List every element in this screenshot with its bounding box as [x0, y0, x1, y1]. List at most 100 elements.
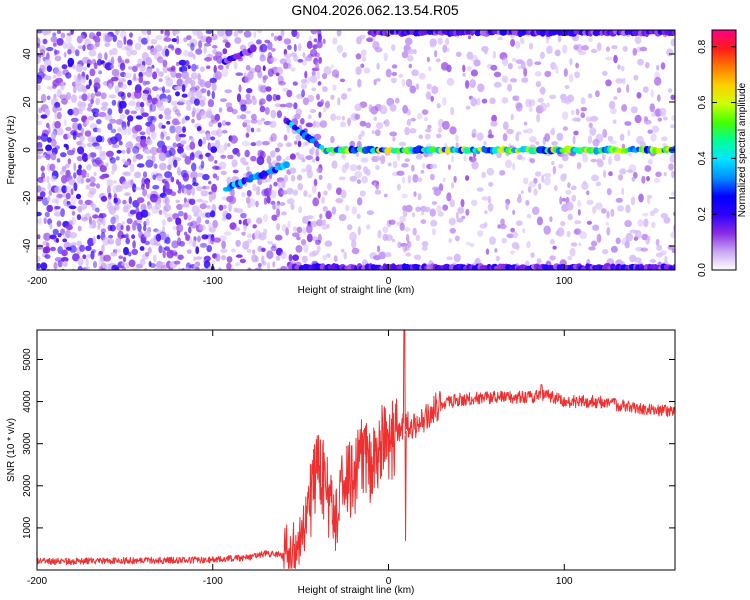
heatmap-cell [211, 260, 216, 265]
heatmap-cell [145, 251, 150, 257]
heatmap-cell [176, 203, 183, 211]
heatmap-cell [183, 197, 187, 204]
heatmap-cell [207, 236, 211, 245]
heatmap-cell [286, 125, 291, 134]
heatmap-cell [360, 49, 367, 57]
heatmap-cell [277, 142, 284, 148]
heatmap-cell [231, 159, 238, 168]
heatmap-cell [70, 188, 74, 196]
heatmap-cell [167, 157, 174, 167]
heatmap-cell [494, 248, 498, 253]
y-tick-label: 1000 [22, 516, 33, 539]
heatmap-cell [143, 268, 148, 270]
heatmap-cell [342, 52, 347, 58]
heatmap-cell [78, 107, 87, 111]
heatmap-cell [501, 237, 508, 244]
heatmap-cell [627, 129, 631, 137]
heatmap-cell [587, 135, 593, 144]
heatmap-cell [97, 223, 101, 230]
heatmap-cell [191, 187, 196, 196]
heatmap-cell [415, 83, 420, 90]
heatmap-cell [252, 183, 257, 192]
heatmap-cell [520, 190, 525, 194]
heatmap-cell [302, 59, 307, 66]
heatmap-cell [158, 87, 164, 91]
heatmap-cell [177, 210, 184, 217]
heatmap-cell [198, 224, 206, 231]
heatmap-cell [87, 103, 93, 108]
heatmap-cell [158, 71, 164, 77]
heatmap-cell [591, 174, 599, 182]
heatmap-cell [448, 238, 452, 243]
heatmap-cell [112, 144, 120, 149]
heatmap-cell [407, 55, 414, 62]
heatmap-cell [71, 216, 76, 226]
heatmap-cell [37, 74, 43, 84]
heatmap-cell [221, 255, 227, 261]
heatmap-cell [523, 129, 528, 134]
heatmap-cell [539, 269, 542, 270]
heatmap-cell [71, 210, 76, 216]
heatmap-cell [100, 195, 108, 202]
heatmap-cell [313, 38, 318, 43]
heatmap-cell [592, 206, 597, 215]
heatmap-cell [201, 234, 209, 240]
heatmap-cell [82, 254, 87, 260]
heatmap-cell [176, 112, 182, 117]
heatmap-cell [147, 246, 152, 254]
heatmap-cell [670, 94, 675, 100]
heatmap-cell [359, 34, 366, 40]
heatmap-cell [477, 230, 484, 237]
heatmap-cell [656, 244, 663, 252]
heatmap-cell [431, 85, 439, 95]
y-tick-label: 3000 [22, 432, 33, 455]
heatmap-cell [378, 251, 387, 260]
heatmap-cell [134, 42, 142, 51]
heatmap-cell [270, 133, 277, 142]
heatmap-feature-cell [672, 264, 675, 270]
heatmap-cell [127, 115, 134, 122]
heatmap-cell [167, 164, 172, 171]
heatmap-cell [200, 190, 209, 197]
heatmap-cell [470, 199, 478, 206]
heatmap-cell [613, 54, 618, 64]
heatmap-cell [85, 172, 90, 178]
heatmap-cell [203, 260, 211, 269]
heatmap-cell [80, 127, 85, 135]
heatmap-cell [489, 236, 496, 245]
heatmap-cell [198, 154, 204, 160]
heatmap-cell [39, 269, 41, 270]
heatmap-cell [401, 51, 409, 59]
heatmap-cell [316, 245, 321, 253]
heatmap-cell [588, 246, 596, 251]
heatmap-cell [497, 36, 503, 41]
heatmap-cell [104, 34, 112, 43]
heatmap-cell [285, 227, 289, 236]
heatmap-cell [315, 239, 321, 245]
heatmap-cell [216, 128, 223, 138]
heatmap-cell [259, 54, 266, 62]
heatmap-cell [281, 180, 286, 188]
heatmap-cell [104, 52, 108, 61]
heatmap-cell [561, 153, 569, 162]
heatmap-cell [250, 118, 258, 124]
heatmap-cell [294, 113, 301, 120]
heatmap-cell [315, 148, 320, 158]
heatmap-cell [533, 188, 538, 196]
heatmap-cell [164, 171, 173, 179]
heatmap-cell [401, 176, 406, 184]
y-tick-label: -20 [22, 190, 33, 205]
heatmap-cell [420, 169, 425, 174]
heatmap-cell [91, 158, 96, 163]
heatmap-cell [128, 196, 132, 205]
heatmap-cell [205, 110, 213, 119]
heatmap-cell [86, 63, 90, 68]
heatmap-cell [145, 218, 150, 226]
heatmap-cell [322, 38, 326, 45]
heatmap-cell [209, 77, 217, 84]
heatmap-cell [118, 78, 127, 83]
heatmap-cell [210, 146, 218, 154]
heatmap-cell [332, 37, 338, 45]
heatmap-cell [409, 128, 417, 134]
heatmap-cell [240, 212, 247, 219]
